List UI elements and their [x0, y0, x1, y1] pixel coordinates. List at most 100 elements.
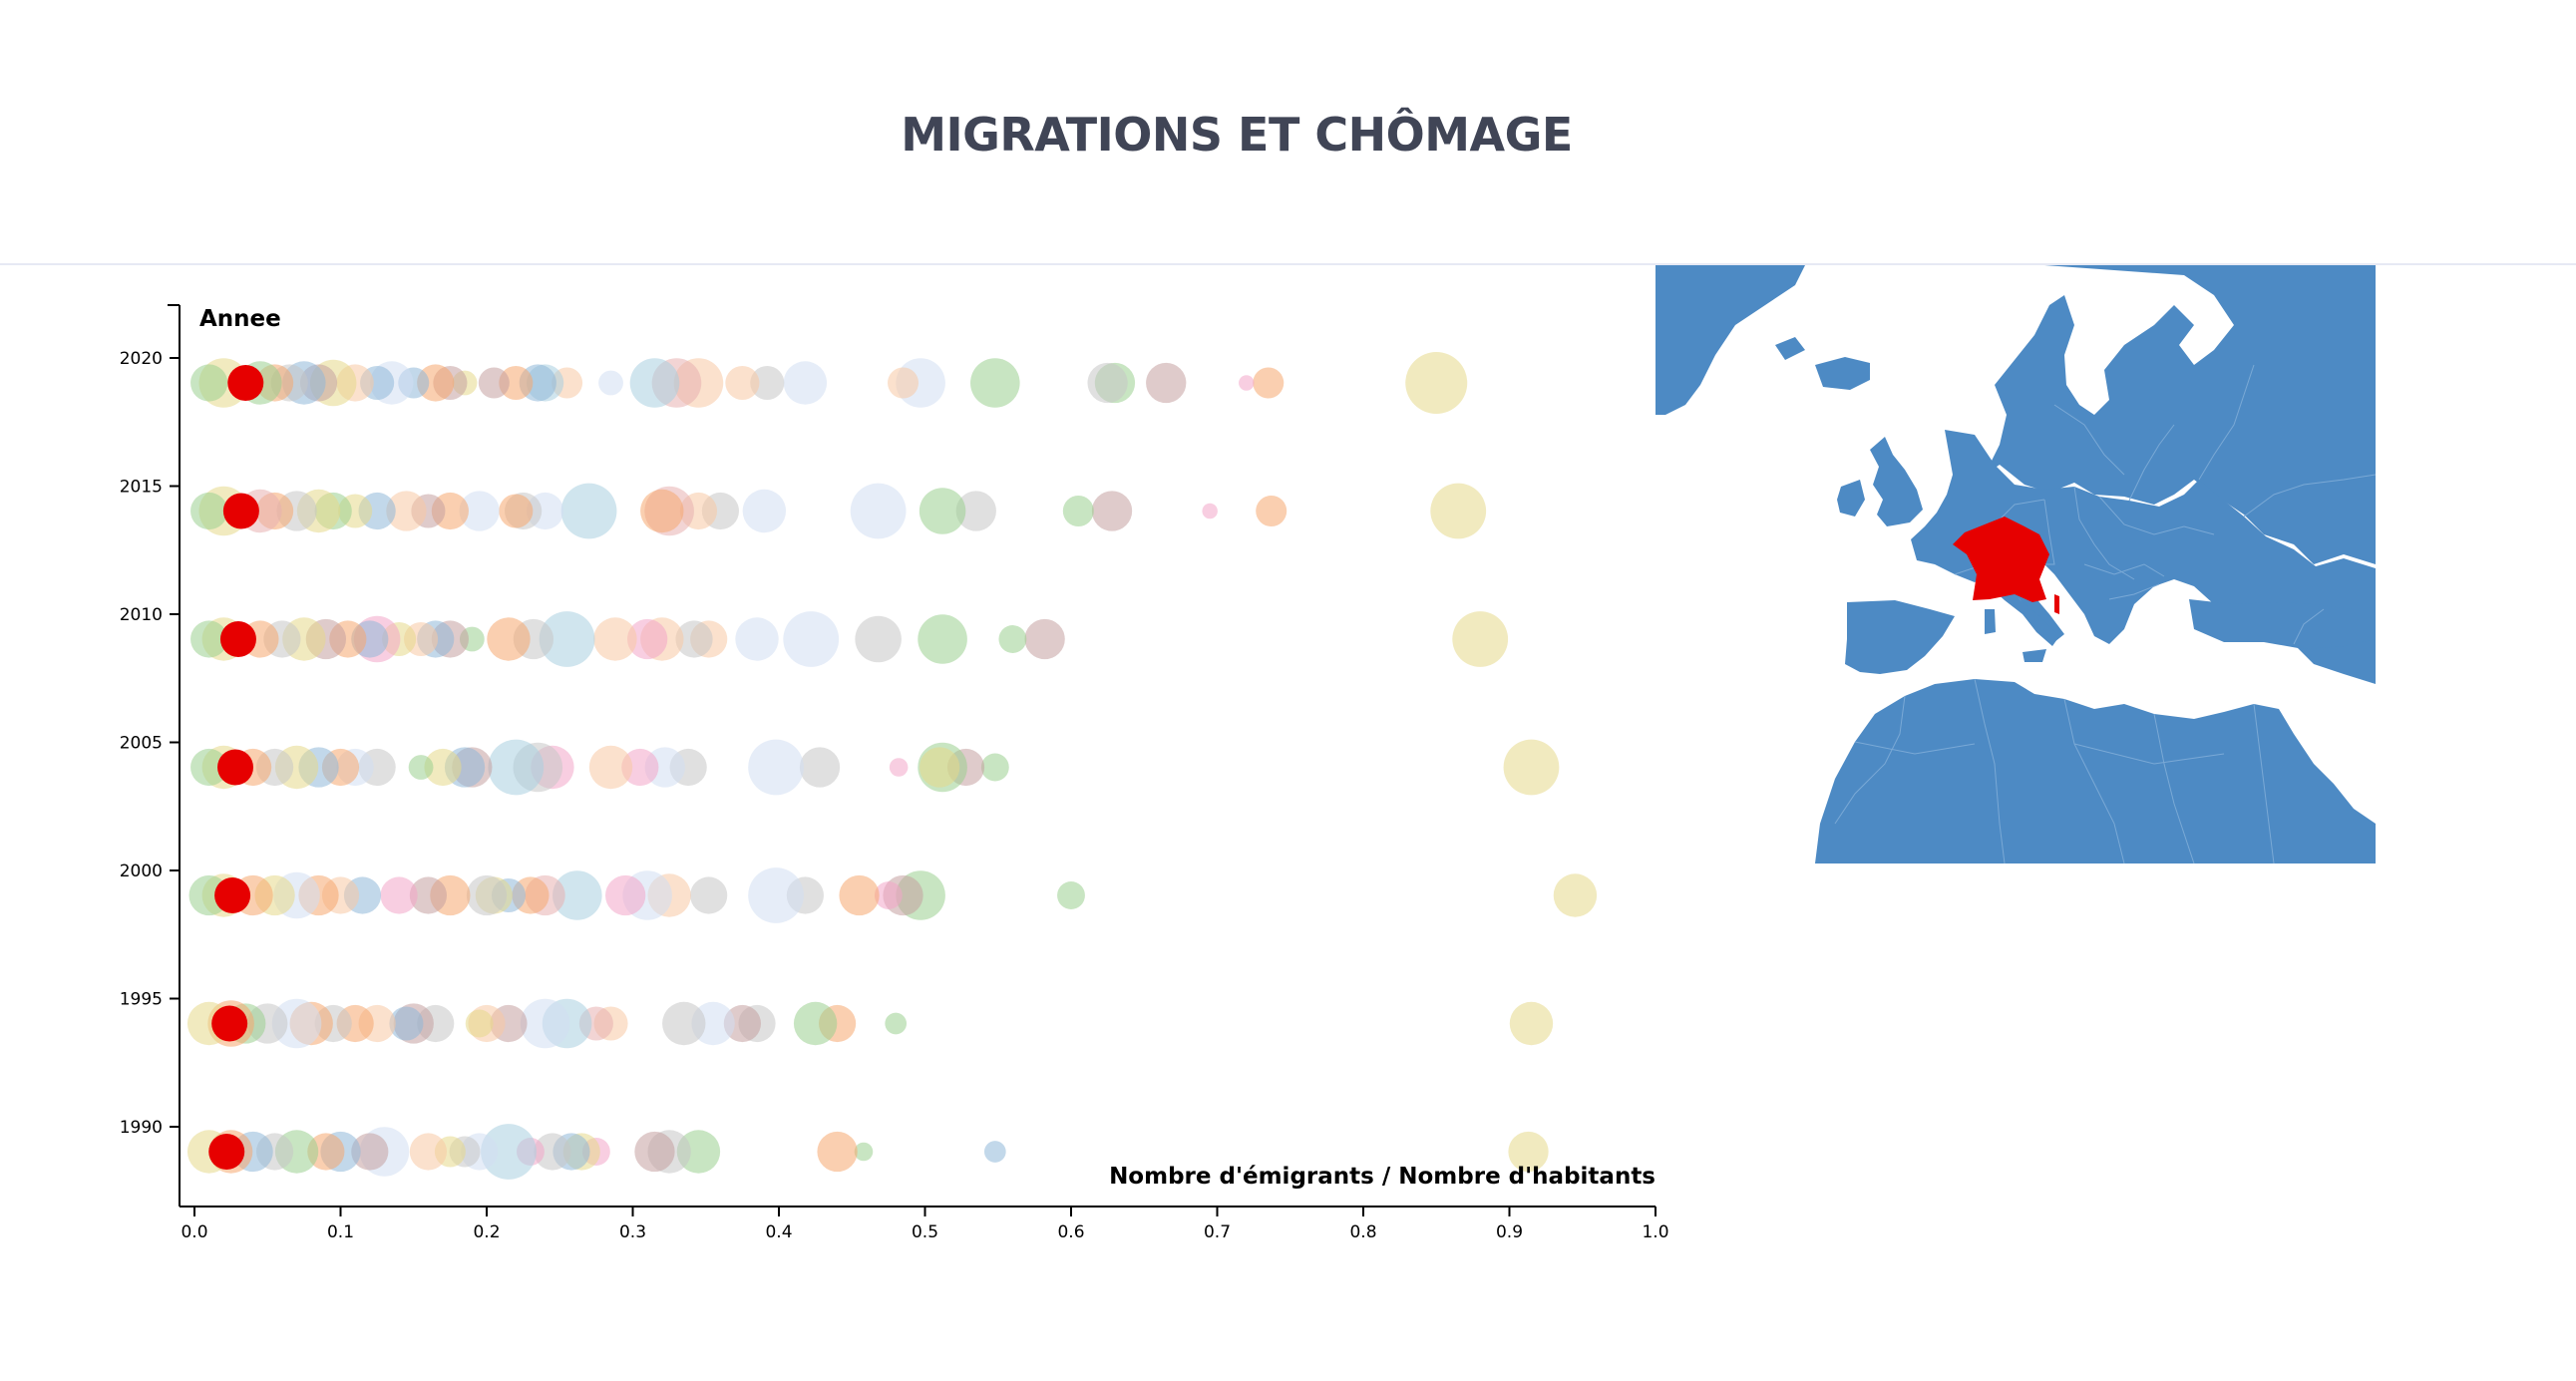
highlight-point-france[interactable]: [217, 749, 254, 786]
data-point[interactable]: [593, 617, 637, 661]
data-point[interactable]: [970, 358, 1020, 408]
data-point[interactable]: [955, 491, 996, 531]
data-point[interactable]: [487, 617, 531, 661]
data-point[interactable]: [1553, 873, 1598, 917]
data-point[interactable]: [520, 998, 570, 1049]
highlight-point-france[interactable]: [227, 365, 264, 401]
data-point[interactable]: [855, 615, 902, 663]
data-point[interactable]: [675, 620, 713, 658]
map-country-corsica[interactable]: [2054, 594, 2059, 614]
data-point[interactable]: [640, 489, 684, 533]
data-point[interactable]: [735, 617, 779, 661]
data-point[interactable]: [534, 1133, 571, 1171]
europe-map[interactable]: [1656, 265, 2376, 863]
data-point[interactable]: [190, 364, 228, 402]
highlight-point-france[interactable]: [211, 1005, 248, 1042]
data-point[interactable]: [662, 1001, 706, 1046]
map-highlight-france[interactable]: [1953, 517, 2059, 614]
data-point[interactable]: [634, 1131, 675, 1173]
data-point[interactable]: [1239, 375, 1255, 391]
data-point[interactable]: [1091, 491, 1133, 531]
data-point[interactable]: [920, 747, 960, 788]
data-point[interactable]: [1087, 362, 1128, 404]
data-point[interactable]: [1202, 503, 1218, 519]
data-point[interactable]: [885, 1012, 908, 1035]
data-point[interactable]: [750, 365, 785, 401]
data-point[interactable]: [552, 870, 602, 920]
data-point[interactable]: [1452, 611, 1509, 667]
data-point[interactable]: [380, 876, 418, 914]
data-point[interactable]: [918, 614, 967, 664]
data-point[interactable]: [588, 745, 633, 790]
data-point[interactable]: [488, 739, 545, 796]
data-point[interactable]: [690, 876, 728, 914]
data-point[interactable]: [539, 611, 595, 667]
highlight-point-france[interactable]: [219, 621, 256, 657]
data-point[interactable]: [409, 876, 447, 914]
highlight-point-france[interactable]: [214, 877, 251, 913]
data-point[interactable]: [408, 755, 434, 780]
data-point[interactable]: [465, 1009, 494, 1038]
data-point[interactable]: [389, 1006, 424, 1041]
data-point[interactable]: [424, 748, 462, 787]
data-point[interactable]: [271, 998, 322, 1049]
data-point[interactable]: [874, 881, 903, 909]
data-point[interactable]: [409, 1133, 447, 1171]
data-point[interactable]: [1430, 483, 1487, 539]
data-point[interactable]: [459, 491, 500, 531]
data-point[interactable]: [998, 625, 1027, 653]
data-point[interactable]: [499, 365, 534, 401]
data-point[interactable]: [1057, 881, 1085, 909]
data-point[interactable]: [1024, 618, 1065, 660]
data-point[interactable]: [748, 867, 804, 923]
data-point[interactable]: [466, 874, 508, 916]
data-point[interactable]: [783, 611, 840, 667]
data-point[interactable]: [351, 1133, 389, 1171]
data-point[interactable]: [725, 365, 760, 401]
data-point[interactable]: [783, 361, 828, 405]
data-point[interactable]: [605, 874, 646, 916]
data-point[interactable]: [980, 753, 1009, 782]
data-point[interactable]: [919, 488, 966, 534]
data-point[interactable]: [839, 874, 880, 916]
data-point[interactable]: [1062, 496, 1094, 526]
highlight-point-france[interactable]: [208, 1134, 245, 1170]
data-point[interactable]: [889, 758, 909, 777]
data-point[interactable]: [621, 748, 659, 787]
data-point[interactable]: [1256, 496, 1288, 526]
data-point[interactable]: [793, 1001, 838, 1046]
data-point[interactable]: [190, 620, 228, 658]
data-point[interactable]: [1509, 1001, 1554, 1046]
border-line: [1854, 741, 1976, 755]
data-point[interactable]: [598, 370, 623, 396]
land-iceland: [1815, 357, 1870, 390]
data-point[interactable]: [627, 618, 668, 660]
data-point[interactable]: [817, 1131, 858, 1173]
data-point[interactable]: [742, 489, 787, 533]
data-point[interactable]: [799, 747, 841, 788]
data-point[interactable]: [1405, 352, 1468, 414]
data-point[interactable]: [190, 748, 228, 787]
data-point[interactable]: [386, 491, 427, 531]
data-point[interactable]: [481, 1124, 537, 1180]
data-point[interactable]: [499, 494, 534, 528]
data-point[interactable]: [1253, 367, 1285, 399]
data-point[interactable]: [723, 1004, 761, 1043]
x-tick-label: 0.6: [1057, 1222, 1084, 1242]
data-point[interactable]: [417, 364, 455, 402]
data-point[interactable]: [190, 492, 228, 530]
data-point[interactable]: [629, 358, 680, 408]
data-point[interactable]: [983, 1141, 1006, 1163]
data-point[interactable]: [748, 739, 804, 796]
map-country-france[interactable]: [1953, 517, 2049, 602]
data-point[interactable]: [850, 483, 907, 539]
data-point[interactable]: [1508, 1131, 1549, 1173]
data-point[interactable]: [1503, 739, 1560, 796]
highlight-point-france[interactable]: [222, 493, 259, 529]
data-point[interactable]: [854, 1142, 874, 1162]
data-point[interactable]: [478, 367, 510, 399]
data-point[interactable]: [888, 367, 920, 399]
data-point[interactable]: [560, 483, 617, 539]
data-point[interactable]: [307, 1133, 345, 1171]
data-point[interactable]: [1146, 362, 1187, 404]
